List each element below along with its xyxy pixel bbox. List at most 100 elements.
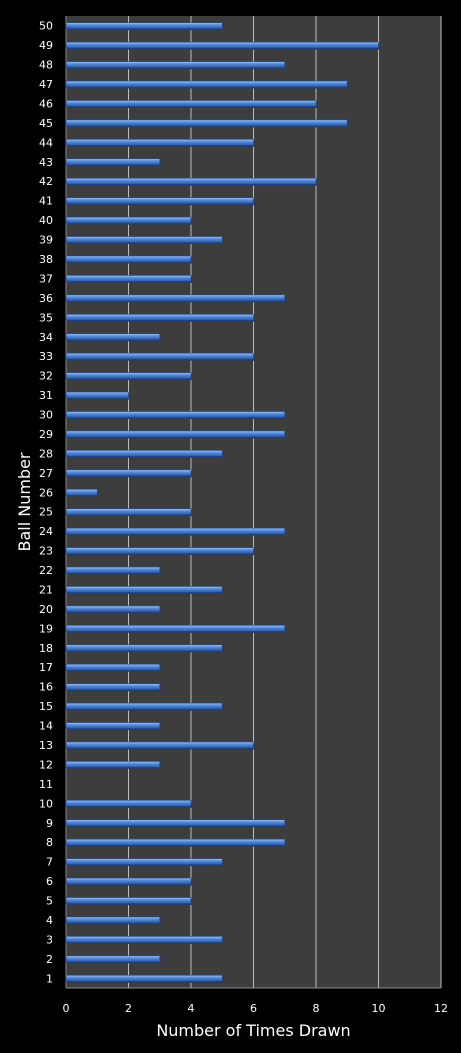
bar (65, 216, 192, 224)
bar (65, 488, 98, 496)
bar-ball-37 (65, 275, 192, 283)
bar (65, 877, 192, 885)
y-tick-label: 21 (39, 583, 53, 596)
bar (65, 411, 286, 418)
bar-ball-19 (65, 625, 286, 633)
bar-ball-10 (65, 800, 192, 808)
bar-ball-35 (65, 314, 255, 322)
x-tick-label: 4 (188, 1002, 195, 1015)
y-tick-label: 19 (39, 622, 53, 635)
y-tick-label: 41 (39, 195, 53, 208)
bar-ball-17 (65, 663, 161, 672)
bar (65, 644, 223, 652)
y-tick-label: 18 (39, 642, 53, 655)
bar (65, 352, 254, 360)
bar (65, 391, 129, 399)
x-tick-label: 6 (250, 1002, 257, 1015)
x-tick-label: 2 (125, 1002, 132, 1015)
bar (65, 41, 379, 49)
bar (65, 508, 192, 516)
bar (65, 139, 254, 146)
y-tick-label: 34 (39, 331, 53, 344)
bar-ball-32 (65, 372, 192, 381)
y-tick-label: 47 (39, 78, 53, 91)
bar-ball-14 (65, 722, 161, 731)
bar (65, 236, 223, 243)
y-tick-label: 7 (46, 856, 53, 869)
y-tick-label: 46 (39, 97, 53, 110)
bar-ball-21 (65, 586, 224, 594)
x-tick-label: 8 (313, 1002, 320, 1015)
y-tick-label: 38 (39, 253, 53, 266)
y-tick-label: 14 (39, 720, 53, 733)
bar-ball-38 (65, 255, 192, 264)
x-tick-labels: 0 2 4 6 8 10 12 (63, 1002, 449, 1015)
y-tick-label: 40 (39, 214, 53, 227)
y-tick-label: 15 (39, 700, 53, 713)
y-tick-label: 23 (39, 545, 53, 558)
y-tick-label: 24 (39, 525, 53, 538)
y-tick-label: 37 (39, 272, 53, 285)
bar-ball-25 (65, 508, 192, 517)
bar-ball-15 (65, 702, 224, 711)
y-tick-label: 26 (39, 486, 53, 499)
bar (65, 469, 192, 477)
bar-ball-47 (65, 80, 349, 89)
y-tick-label: 9 (46, 817, 53, 830)
bar-ball-46 (65, 100, 317, 108)
bar-ball-36 (65, 294, 286, 303)
y-tick-label: 31 (39, 389, 53, 402)
bar (65, 819, 286, 827)
bar (65, 100, 317, 107)
y-tick-label: 44 (39, 136, 53, 149)
bar (65, 333, 161, 341)
bar (65, 722, 161, 729)
bar (65, 430, 286, 438)
bar (65, 761, 161, 768)
bar-ball-4 (65, 916, 161, 925)
bar-ball-26 (65, 488, 99, 497)
y-tick-label: 27 (39, 467, 53, 480)
y-tick-label: 39 (39, 234, 53, 247)
bar-ball-48 (65, 61, 286, 70)
y-tick-label: 11 (39, 778, 53, 791)
bar-ball-49 (65, 41, 380, 50)
bar (65, 119, 348, 127)
bar-ball-30 (65, 411, 286, 420)
y-axis-title: Ball Number (15, 452, 34, 551)
bar (65, 683, 161, 690)
bar (65, 255, 192, 263)
y-tick-label: 50 (39, 20, 53, 33)
x-axis-title: Number of Times Drawn (156, 1021, 350, 1040)
bar (65, 22, 223, 30)
bar-ball-20 (65, 605, 161, 614)
bar (65, 702, 223, 710)
y-tick-label: 29 (39, 428, 53, 441)
bar (65, 974, 223, 982)
bar-ball-3 (65, 936, 224, 944)
x-tick-label: 12 (434, 1002, 448, 1015)
y-tick-label: 1 (46, 972, 53, 985)
y-tick-label: 28 (39, 447, 53, 460)
bar-ball-28 (65, 450, 224, 458)
bar (65, 586, 223, 593)
y-tick-label: 43 (39, 156, 53, 169)
x-tick-label: 10 (372, 1002, 386, 1015)
bars (65, 22, 380, 983)
bar (65, 197, 254, 204)
bar-ball-7 (65, 858, 224, 867)
bar-ball-27 (65, 469, 192, 478)
y-tick-labels: 1234567891011121314151617181920212223242… (39, 20, 53, 986)
y-tick-label: 8 (46, 836, 53, 849)
bar-ball-42 (65, 177, 317, 186)
y-tick-label: 42 (39, 175, 53, 188)
bar (65, 936, 223, 943)
bar-ball-2 (65, 955, 161, 964)
bar (65, 158, 161, 166)
bar-ball-16 (65, 683, 161, 692)
y-tick-label: 25 (39, 506, 53, 519)
bar-ball-8 (65, 838, 286, 847)
bar-ball-50 (65, 22, 224, 31)
